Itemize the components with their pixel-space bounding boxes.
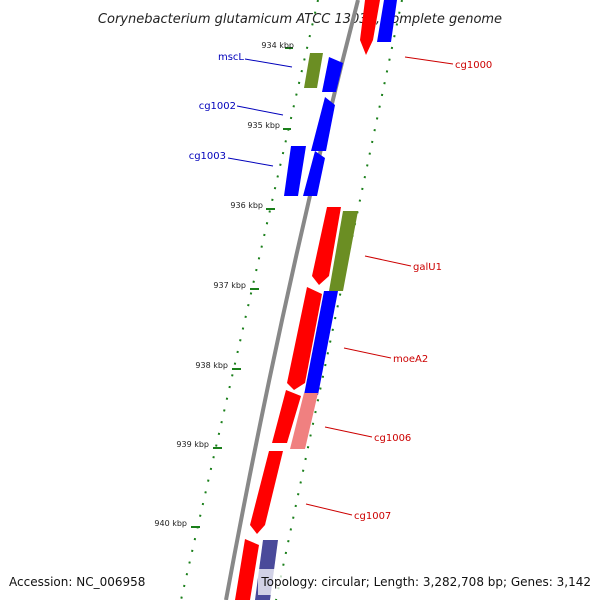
label-leader-cg1000: [404, 56, 454, 65]
kbp-label: 936 kbp: [230, 201, 263, 210]
kbp-label: 939 kbp: [176, 440, 209, 449]
gene-block-cg1000-a[interactable]: [360, 0, 380, 55]
gene-label-cg1003[interactable]: cg1003: [189, 151, 226, 162]
label-leader-cg1003: [227, 157, 274, 167]
gene-label-cg1002[interactable]: cg1002: [199, 101, 236, 112]
outer-guide-track: [275, 0, 403, 600]
kbp-label: 934 kbp: [261, 41, 294, 50]
kbp-label: 938 kbp: [195, 361, 228, 370]
gene-block-mscL-neighbor[interactable]: [304, 53, 323, 88]
gene-label-galU1[interactable]: galU1: [413, 262, 442, 273]
label-leader-moeA2: [343, 347, 392, 359]
footer-topology-backdrop: [258, 569, 594, 595]
label-leader-cg1006: [324, 426, 373, 438]
kbp-guide-track: [180, 0, 319, 600]
gene-block-cg1007[interactable]: [250, 451, 283, 534]
map-title: Corynebacterium glutamicum ATCC 13032, c…: [98, 12, 502, 27]
label-leader-cg1007: [305, 503, 353, 516]
gene-block-galU1-a[interactable]: [312, 207, 341, 285]
gene-label-cg1006[interactable]: cg1006: [374, 433, 411, 444]
gene-block-galU1[interactable]: [329, 211, 358, 291]
genome-backbone: [224, 0, 360, 600]
gene-block-mscL[interactable]: [322, 57, 343, 92]
gene-block-cg1000-b[interactable]: [377, 0, 397, 42]
label-leader-galU1: [364, 255, 412, 267]
gene-block-cg1006-a[interactable]: [272, 390, 301, 443]
gene-block-cg1002[interactable]: [311, 97, 335, 151]
gene-label-cg1007[interactable]: cg1007: [354, 511, 391, 522]
gene-block-cg1006[interactable]: [290, 393, 318, 449]
gene-label-mscL[interactable]: mscL: [218, 52, 244, 63]
label-leader-mscL: [244, 58, 293, 68]
gene-label-moeA2[interactable]: moeA2: [393, 354, 428, 365]
label-leader-cg1002: [236, 105, 284, 116]
footer-accession: Accession: NC_006958: [9, 575, 145, 589]
gene-block-moeA2[interactable]: [304, 291, 338, 395]
footer-topology: Topology: circular; Length: 3,282,708 bp…: [260, 575, 591, 589]
gene-block-moeA2-a[interactable]: [287, 287, 322, 390]
gene-label-cg1000[interactable]: cg1000: [455, 60, 492, 71]
kbp-label: 940 kbp: [154, 519, 187, 528]
kbp-label: 935 kbp: [247, 121, 280, 130]
gene-block-next-a[interactable]: [235, 539, 259, 600]
gene-block-cg1003-b[interactable]: [303, 151, 325, 196]
gene-block-cg1003-a[interactable]: [284, 146, 306, 196]
kbp-label: 937 kbp: [213, 281, 246, 290]
